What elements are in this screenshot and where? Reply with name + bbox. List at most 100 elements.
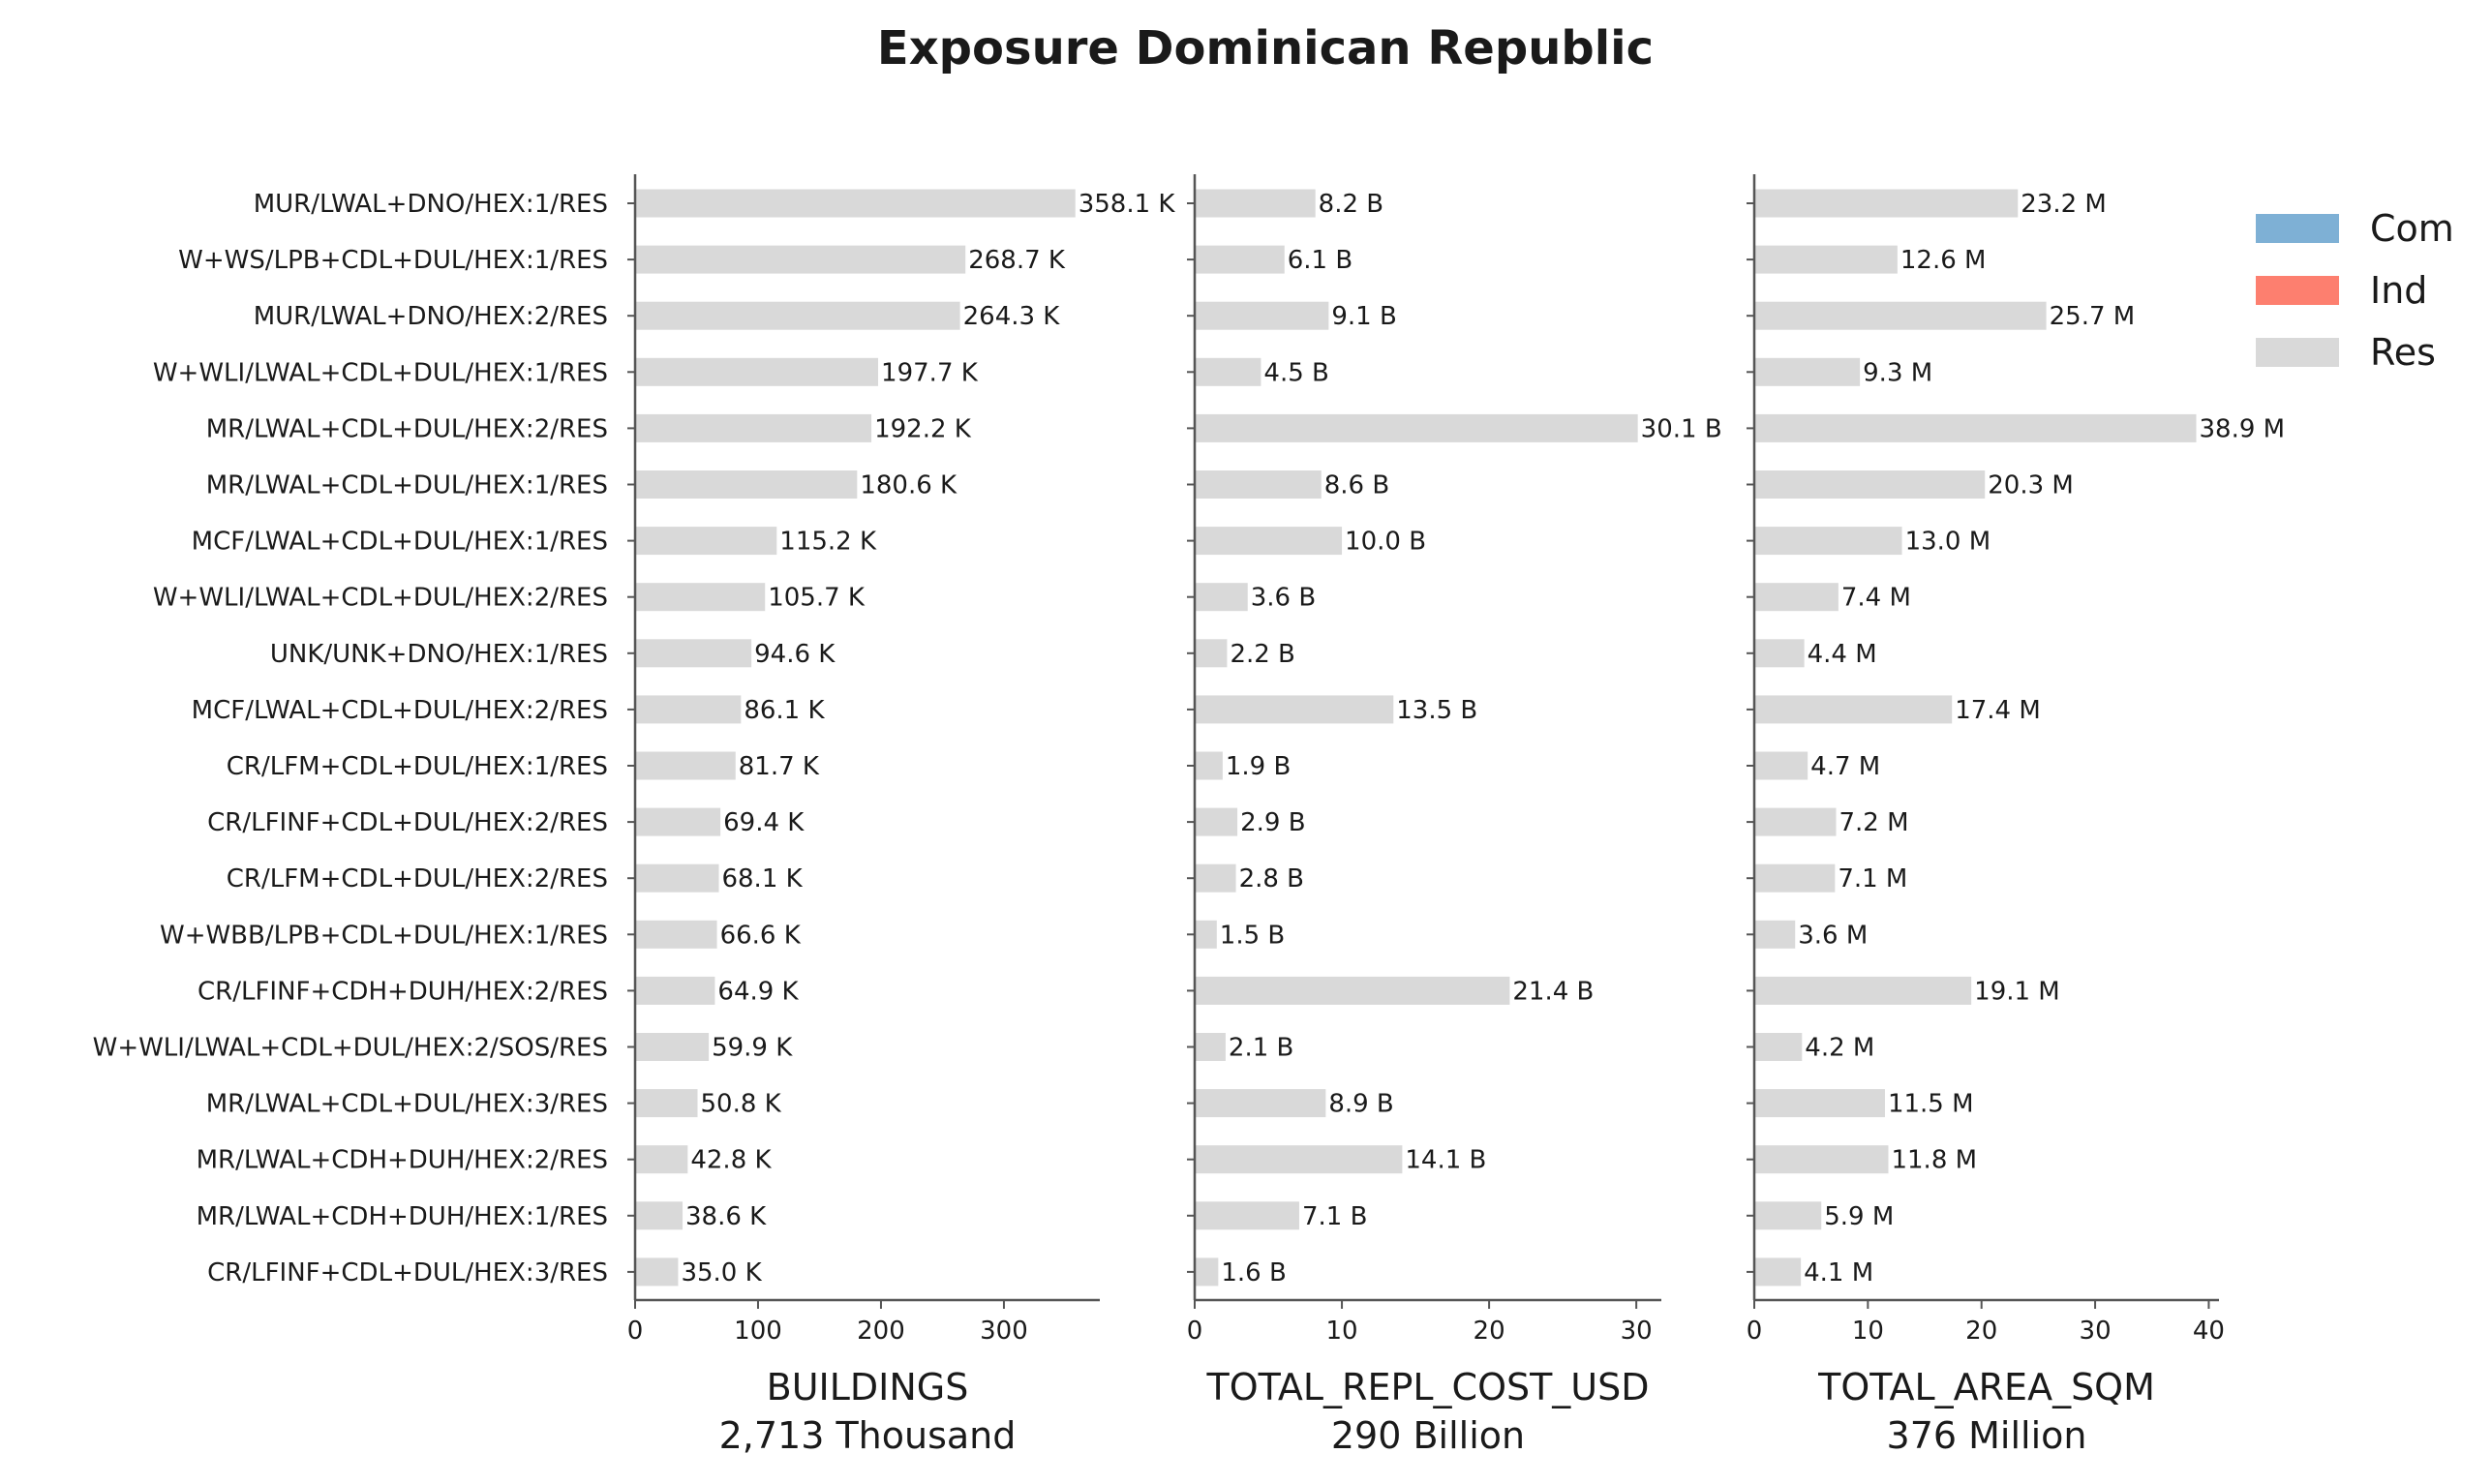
bar bbox=[635, 245, 966, 274]
bar bbox=[1195, 639, 1228, 668]
category-label: W+WBB/LPB+CDL+DUL/HEX:1/RES bbox=[160, 921, 608, 950]
bar bbox=[635, 189, 1076, 218]
value-label: 30.1 B bbox=[1641, 414, 1722, 443]
legend: Com Ind Res bbox=[2256, 207, 2454, 374]
x-tick-label: 10 bbox=[1852, 1317, 1884, 1346]
bar bbox=[1754, 527, 1902, 556]
bar bbox=[1195, 920, 1217, 949]
category-label: CR/LFINF+CDH+DUH/HEX:2/RES bbox=[198, 977, 608, 1006]
value-label: 17.4 M bbox=[1955, 696, 2041, 725]
bar bbox=[1754, 751, 1808, 780]
bar bbox=[635, 863, 719, 893]
x-tick-label: 0 bbox=[1747, 1317, 1763, 1346]
value-label: 25.7 M bbox=[2050, 302, 2136, 331]
bar bbox=[1195, 1257, 1219, 1287]
value-label: 2.1 B bbox=[1229, 1034, 1293, 1063]
value-label: 9.1 B bbox=[1331, 302, 1396, 331]
value-label: 8.6 B bbox=[1324, 471, 1389, 500]
bar bbox=[635, 976, 715, 1005]
bar bbox=[1754, 1257, 1802, 1287]
bar bbox=[1754, 695, 1953, 724]
value-label: 66.6 K bbox=[720, 921, 802, 950]
value-label: 38.6 K bbox=[685, 1202, 767, 1231]
category-label: CR/LFINF+CDL+DUL/HEX:3/RES bbox=[207, 1258, 608, 1287]
value-label: 81.7 K bbox=[739, 752, 820, 781]
legend-swatch-ind bbox=[2256, 276, 2339, 305]
value-label: 1.6 B bbox=[1221, 1258, 1286, 1287]
bar bbox=[1195, 976, 1510, 1005]
bar bbox=[1195, 807, 1238, 836]
legend-swatch-res bbox=[2256, 338, 2339, 367]
panel-3: 23.2 M 12.6 M 25.7 M 9.3 M 38.9 M 20.3 M 13.0 … bbox=[1747, 174, 2285, 1457]
x-axis-total: 2,713 Thousand bbox=[719, 1414, 1017, 1457]
value-label: 6.1 B bbox=[1288, 246, 1352, 275]
bar bbox=[635, 1033, 710, 1061]
category-label: MR/LWAL+CDL+DUL/HEX:1/RES bbox=[206, 471, 608, 500]
bar bbox=[635, 1257, 679, 1287]
value-label: 4.7 M bbox=[1810, 752, 1880, 781]
category-label: MCF/LWAL+CDL+DUL/HEX:2/RES bbox=[192, 696, 608, 725]
value-label: 50.8 K bbox=[701, 1090, 782, 1119]
value-label: 86.1 K bbox=[744, 696, 825, 725]
x-tick-label: 30 bbox=[1621, 1317, 1653, 1346]
x-tick-label: 10 bbox=[1326, 1317, 1358, 1346]
bar bbox=[635, 695, 742, 724]
bar bbox=[1754, 920, 1796, 949]
category-label: MUR/LWAL+DNO/HEX:1/RES bbox=[254, 190, 608, 219]
bar bbox=[1195, 301, 1329, 330]
x-tick-label: 30 bbox=[2080, 1317, 2112, 1346]
x-axis-title: BUILDINGS bbox=[767, 1366, 969, 1408]
bar bbox=[1754, 1089, 1885, 1118]
x-axis-title: TOTAL_AREA_SQM bbox=[1817, 1366, 2155, 1408]
value-label: 180.6 K bbox=[860, 471, 957, 500]
bar bbox=[1754, 413, 2197, 442]
value-label: 8.9 B bbox=[1328, 1090, 1393, 1119]
bar bbox=[1195, 189, 1316, 218]
value-label: 105.7 K bbox=[768, 584, 866, 613]
x-axis-title: TOTAL_REPL_COST_USD bbox=[1205, 1366, 1649, 1408]
value-label: 1.5 B bbox=[1220, 921, 1285, 950]
bar bbox=[635, 357, 879, 386]
bar bbox=[1754, 1033, 1803, 1061]
value-label: 12.6 M bbox=[1900, 246, 1987, 275]
bar bbox=[1195, 1033, 1226, 1061]
value-label: 38.9 M bbox=[2200, 414, 2286, 443]
legend-swatch-com bbox=[2256, 214, 2339, 243]
bar bbox=[1754, 470, 1986, 499]
x-tick-label: 200 bbox=[857, 1317, 905, 1346]
bar bbox=[1754, 301, 2047, 330]
bar bbox=[635, 527, 777, 556]
category-label: W+WLI/LWAL+CDL+DUL/HEX:2/RES bbox=[153, 584, 608, 613]
bar bbox=[1754, 639, 1805, 668]
value-label: 11.5 M bbox=[1888, 1090, 1974, 1119]
bar bbox=[1754, 583, 1839, 612]
value-label: 13.0 M bbox=[1905, 528, 1991, 557]
value-label: 268.7 K bbox=[968, 246, 1066, 275]
bar bbox=[1195, 527, 1343, 556]
category-label: CR/LFM+CDL+DUL/HEX:1/RES bbox=[227, 752, 608, 781]
x-axis-total: 376 Million bbox=[1887, 1414, 2087, 1457]
bar bbox=[1754, 189, 2019, 218]
value-label: 4.5 B bbox=[1263, 358, 1328, 387]
bar bbox=[1195, 1089, 1326, 1118]
value-label: 4.1 M bbox=[1804, 1258, 1873, 1287]
value-label: 13.5 B bbox=[1396, 696, 1477, 725]
bar bbox=[635, 583, 766, 612]
chart-title: Exposure Dominican Republic bbox=[877, 21, 1654, 76]
value-label: 2.2 B bbox=[1230, 640, 1294, 669]
bar bbox=[1754, 1201, 1822, 1230]
value-label: 42.8 K bbox=[690, 1146, 772, 1175]
bar bbox=[1754, 807, 1837, 836]
bar bbox=[1195, 413, 1638, 442]
value-label: 4.4 M bbox=[1808, 640, 1877, 669]
category-label: UNK/UNK+DNO/HEX:1/RES bbox=[270, 640, 608, 669]
value-label: 7.1 B bbox=[1302, 1202, 1367, 1231]
value-label: 11.8 M bbox=[1891, 1146, 1977, 1175]
value-label: 2.8 B bbox=[1239, 864, 1304, 893]
bar bbox=[635, 807, 721, 836]
category-label: MR/LWAL+CDH+DUH/HEX:2/RES bbox=[197, 1146, 608, 1175]
value-label: 1.9 B bbox=[1226, 752, 1291, 781]
value-label: 9.3 M bbox=[1863, 358, 1932, 387]
category-label: MR/LWAL+CDL+DUL/HEX:2/RES bbox=[206, 414, 608, 443]
value-label: 69.4 K bbox=[723, 808, 805, 837]
